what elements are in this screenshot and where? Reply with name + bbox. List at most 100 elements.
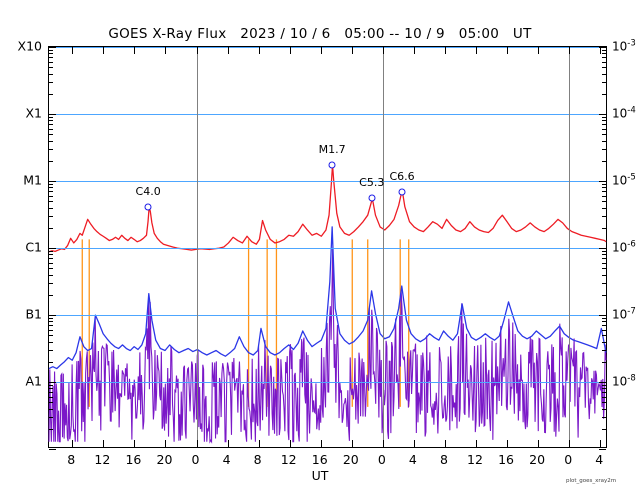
x-tick-top <box>258 47 260 54</box>
y-axis-exponent-label: 10-3 <box>612 38 636 54</box>
y-tick-right <box>602 50 606 52</box>
y-tick-left <box>49 254 53 256</box>
y-tick-left <box>49 449 56 450</box>
x-tick-top <box>227 47 229 54</box>
y-tick-right <box>599 114 606 115</box>
day-divider <box>196 47 198 447</box>
y-tick-left <box>49 227 53 229</box>
day-divider <box>569 47 571 447</box>
y-tick-left <box>49 268 53 270</box>
flare-marker-c6.6[interactable] <box>398 188 406 196</box>
y-tick-left <box>49 329 53 331</box>
y-tick-right <box>602 124 606 126</box>
y-tick-left <box>49 417 53 419</box>
x-axis-title: UT <box>311 468 329 483</box>
y-tick-left <box>49 392 53 394</box>
x-tick-top <box>538 47 540 54</box>
y-tick-right <box>602 254 606 256</box>
x-tick <box>320 440 322 447</box>
y-tick-left <box>49 82 53 84</box>
x-axis-label: 16 <box>498 452 515 467</box>
y-axis-exponent-label: 10-6 <box>612 239 636 255</box>
y-tick-left <box>49 396 53 398</box>
y-tick-left <box>49 124 53 126</box>
y-axis-exponent-label: 10-7 <box>612 306 636 322</box>
y-tick-right <box>602 350 606 352</box>
x-axis-label: 8 <box>439 452 448 467</box>
gridline-m1 <box>49 181 606 182</box>
x-tick-top <box>569 47 571 54</box>
y-tick-right <box>602 268 606 270</box>
y-tick-right <box>602 73 606 75</box>
y-tick-left <box>49 321 53 323</box>
x-axis-label: 0 <box>191 452 200 467</box>
plot-credit: plot_goes_xray2m <box>566 478 617 484</box>
y-tick-right <box>602 216 606 218</box>
x-tick <box>196 440 198 447</box>
flare-label-c5.3: C5.3 <box>359 176 385 190</box>
x-tick <box>227 440 229 447</box>
y-tick-left <box>49 73 53 75</box>
x-tick-top <box>196 47 198 54</box>
gridline-b1 <box>49 315 606 316</box>
y-tick-right <box>602 53 606 55</box>
y-tick-left <box>49 283 53 285</box>
y-tick-left <box>49 61 53 63</box>
y-tick-right <box>602 93 606 95</box>
trace-layer <box>48 164 607 444</box>
flare-marker-c5.3[interactable] <box>368 194 376 202</box>
x-axis-label: 16 <box>125 452 142 467</box>
y-tick-left <box>49 341 53 343</box>
x-axis-label: 20 <box>342 452 359 467</box>
x-axis-label: 8 <box>253 452 262 467</box>
y-tick-left <box>49 57 53 59</box>
flare-marker-m1.7[interactable] <box>328 161 336 169</box>
page-title: GOES X-Ray Flux 2023 / 10 / 6 05:00 -- 1… <box>108 26 532 42</box>
x-tick <box>258 440 260 447</box>
y-tick-right <box>602 388 606 390</box>
x-tick-top <box>444 47 446 54</box>
plot-area <box>48 46 607 450</box>
y-tick-left <box>49 187 53 189</box>
x-tick <box>165 440 167 447</box>
y-tick-left <box>49 47 56 48</box>
y-tick-left <box>49 350 53 352</box>
x-tick <box>351 440 353 447</box>
x-tick <box>413 440 415 447</box>
y-tick-left <box>49 149 53 151</box>
y-tick-left <box>49 201 53 203</box>
x-tick-top <box>351 47 353 54</box>
y-tick-left <box>49 184 53 186</box>
gridline-c1 <box>49 248 606 249</box>
y-tick-right <box>602 82 606 84</box>
y-tick-right <box>599 248 606 249</box>
y-tick-right <box>602 318 606 320</box>
x-axis-label: 12 <box>467 452 483 467</box>
flare-marker-c4.0[interactable] <box>144 203 152 211</box>
x-tick <box>507 440 509 447</box>
y-tick-left <box>49 120 53 122</box>
x-axis-label: 20 <box>529 452 546 467</box>
y-tick-right <box>602 61 606 63</box>
flare-label-m1.7: M1.7 <box>318 142 346 156</box>
y-tick-left <box>49 402 53 404</box>
y-tick-right <box>602 184 606 186</box>
x-axis-label: 4 <box>408 452 417 467</box>
y-tick-left <box>49 382 56 383</box>
y-tick-right <box>602 294 606 296</box>
y-tick-left <box>49 134 53 136</box>
y-tick-left <box>49 335 53 337</box>
y-tick-right <box>602 335 606 337</box>
y-tick-right <box>602 191 606 193</box>
y-axis-exponent-label: 10-4 <box>612 105 636 121</box>
x-tick-top <box>289 47 291 54</box>
x-tick <box>382 440 384 447</box>
y-axis-exponent-label: 10-8 <box>612 373 636 389</box>
x-tick <box>134 440 136 447</box>
y-tick-right <box>602 195 606 197</box>
y-tick-right <box>602 149 606 151</box>
y-tick-left <box>49 408 53 410</box>
y-tick-right <box>602 227 606 229</box>
y-tick-left <box>49 248 56 249</box>
y-tick-right <box>602 396 606 398</box>
